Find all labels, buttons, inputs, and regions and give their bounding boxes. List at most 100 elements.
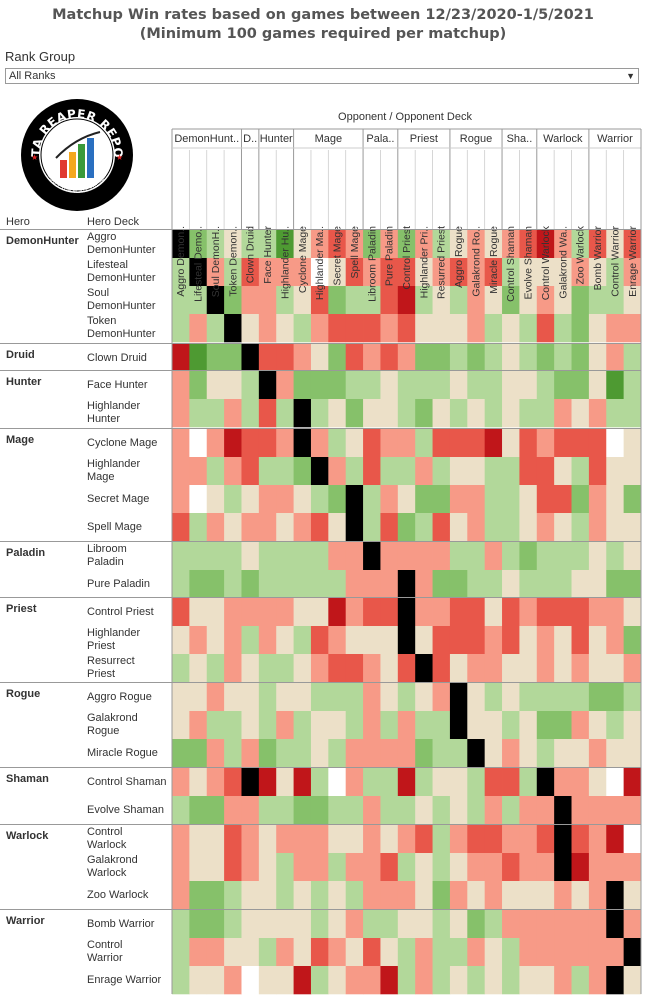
heatmap-cell[interactable] [328,654,347,683]
heatmap-cell[interactable] [415,711,433,740]
heatmap-cell[interactable] [293,371,312,400]
heatmap-cell[interactable] [449,825,468,854]
heatmap-cell[interactable] [241,429,260,458]
heatmap-cell[interactable] [571,429,590,458]
heatmap-cell[interactable] [310,654,329,683]
heatmap-cell[interactable] [502,683,520,712]
heatmap-cell[interactable] [502,457,520,486]
heatmap-cell[interactable] [467,711,486,740]
heatmap-cell[interactable] [449,485,468,514]
heatmap-cell[interactable] [467,429,486,458]
heatmap-cell[interactable] [484,286,503,315]
heatmap-cell[interactable] [606,853,625,882]
heatmap-cell[interactable] [276,371,294,400]
heatmap-cell[interactable] [258,626,277,655]
heatmap-cell[interactable] [224,399,242,428]
heatmap-cell[interactable] [345,739,364,768]
heatmap-cell[interactable] [189,683,208,712]
heatmap-cell[interactable] [380,513,399,542]
heatmap-cell[interactable] [606,399,625,428]
heatmap-cell[interactable] [519,286,538,315]
heatmap-cell[interactable] [189,258,208,287]
heatmap-cell[interactable] [415,371,433,400]
heatmap-cell[interactable] [224,910,242,939]
heatmap-cell[interactable] [241,626,260,655]
heatmap-cell[interactable] [519,314,538,343]
heatmap-cell[interactable] [623,598,642,627]
heatmap-cell[interactable] [172,457,190,486]
heatmap-cell[interactable] [328,711,347,740]
heatmap-cell[interactable] [276,910,294,939]
heatmap-cell[interactable] [588,796,607,825]
heatmap-cell[interactable] [380,739,399,768]
heatmap-cell[interactable] [571,825,590,854]
heatmap-cell[interactable] [588,683,607,712]
heatmap-cell[interactable] [571,910,590,939]
heatmap-cell[interactable] [588,910,607,939]
heatmap-cell[interactable] [380,429,399,458]
heatmap-cell[interactable] [519,258,538,287]
heatmap-cell[interactable] [310,853,329,882]
heatmap-cell[interactable] [363,881,381,910]
heatmap-cell[interactable] [189,230,208,259]
heatmap-cell[interactable] [241,654,260,683]
heatmap-cell[interactable] [293,286,312,315]
heatmap-cell[interactable] [293,457,312,486]
heatmap-cell[interactable] [588,344,607,373]
heatmap-cell[interactable] [293,825,312,854]
heatmap-cell[interactable] [536,853,555,882]
heatmap-cell[interactable] [258,314,277,343]
heatmap-cell[interactable] [467,768,486,797]
heatmap-cell[interactable] [502,230,520,259]
heatmap-cell[interactable] [310,258,329,287]
heatmap-cell[interactable] [276,825,294,854]
heatmap-cell[interactable] [241,598,260,627]
heatmap-cell[interactable] [484,938,503,967]
heatmap-cell[interactable] [588,966,607,995]
heatmap-cell[interactable] [276,938,294,967]
heatmap-cell[interactable] [623,739,642,768]
heatmap-cell[interactable] [484,654,503,683]
heatmap-cell[interactable] [345,910,364,939]
heatmap-cell[interactable] [224,344,242,373]
heatmap-cell[interactable] [258,286,277,315]
heatmap-cell[interactable] [189,344,208,373]
heatmap-cell[interactable] [536,485,555,514]
heatmap-cell[interactable] [293,258,312,287]
heatmap-cell[interactable] [432,938,451,967]
heatmap-cell[interactable] [449,796,468,825]
heatmap-cell[interactable] [606,966,625,995]
heatmap-cell[interactable] [536,598,555,627]
heatmap-cell[interactable] [519,429,538,458]
heatmap-cell[interactable] [206,796,225,825]
heatmap-cell[interactable] [623,768,642,797]
heatmap-cell[interactable] [206,457,225,486]
heatmap-cell[interactable] [536,371,555,400]
heatmap-cell[interactable] [172,429,190,458]
heatmap-cell[interactable] [345,258,364,287]
heatmap-cell[interactable] [345,796,364,825]
heatmap-cell[interactable] [554,542,572,571]
heatmap-cell[interactable] [519,683,538,712]
heatmap-cell[interactable] [519,938,538,967]
heatmap-cell[interactable] [310,825,329,854]
heatmap-cell[interactable] [623,513,642,542]
heatmap-cell[interactable] [415,654,433,683]
heatmap-cell[interactable] [293,910,312,939]
heatmap-cell[interactable] [241,739,260,768]
heatmap-cell[interactable] [189,796,208,825]
heatmap-cell[interactable] [415,768,433,797]
heatmap-cell[interactable] [519,881,538,910]
heatmap-cell[interactable] [189,429,208,458]
heatmap-cell[interactable] [449,399,468,428]
heatmap-cell[interactable] [328,258,347,287]
heatmap-cell[interactable] [623,286,642,315]
heatmap-cell[interactable] [449,598,468,627]
heatmap-cell[interactable] [206,711,225,740]
heatmap-cell[interactable] [536,881,555,910]
heatmap-cell[interactable] [415,796,433,825]
heatmap-cell[interactable] [276,286,294,315]
heatmap-cell[interactable] [397,881,416,910]
heatmap-cell[interactable] [484,711,503,740]
heatmap-cell[interactable] [502,881,520,910]
